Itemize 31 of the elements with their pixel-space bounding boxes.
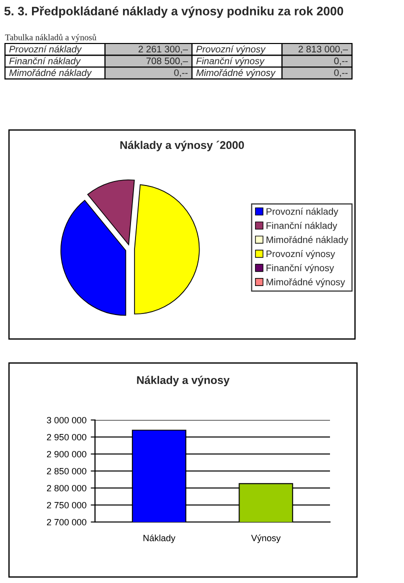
chart-title: Náklady a výnosy xyxy=(137,376,230,386)
text: Mimořádné náklady xyxy=(9,69,92,78)
text: Tabulka nákladů a výnosů xyxy=(5,34,96,42)
y-tick-label: 2 950 000 xyxy=(46,434,86,440)
text: Provozní náklady xyxy=(9,45,82,54)
y-tick-label: 2 800 000 xyxy=(46,484,86,492)
text: Mimořádné výnosy xyxy=(196,69,276,78)
y-tick-label: 2 900 000 xyxy=(46,450,86,458)
legend-label: Provozní náklady xyxy=(266,208,338,217)
text: Finanční náklady xyxy=(9,57,81,66)
chart-title: Náklady a výnosy ´2000 xyxy=(120,140,244,152)
legend-label: Finanční výnosy xyxy=(266,264,334,274)
text: 0,-- xyxy=(334,69,348,78)
legend-label: Provozní výnosy xyxy=(266,250,336,260)
y-tick-label: 3 000 000 xyxy=(46,416,86,424)
text: 708 500,– xyxy=(146,58,188,66)
legend-label: Mimořádné výnosy xyxy=(266,278,346,288)
text: 2 261 300,– xyxy=(138,46,188,54)
legend-label: Mimořádné náklady xyxy=(266,236,348,245)
text: Provozní výnosy xyxy=(196,45,266,54)
text: 2 813 000,– xyxy=(298,46,348,54)
y-tick-label: 2 850 000 xyxy=(46,468,86,474)
y-tick-label: 2 700 000 xyxy=(46,518,86,526)
x-tick-label: Výnosy xyxy=(251,534,281,544)
text: Finanční výnosy xyxy=(196,57,265,66)
x-tick-label: Náklady xyxy=(144,534,176,544)
text: 0,-- xyxy=(174,69,188,78)
y-tick-label: 2 750 000 xyxy=(46,502,86,508)
legend-label: Finanční náklady xyxy=(266,222,338,231)
text: 0,-- xyxy=(334,58,348,66)
text: 5. 3. Předpokládané náklady a výnosy podniku za rok 2000 xyxy=(4,6,344,18)
